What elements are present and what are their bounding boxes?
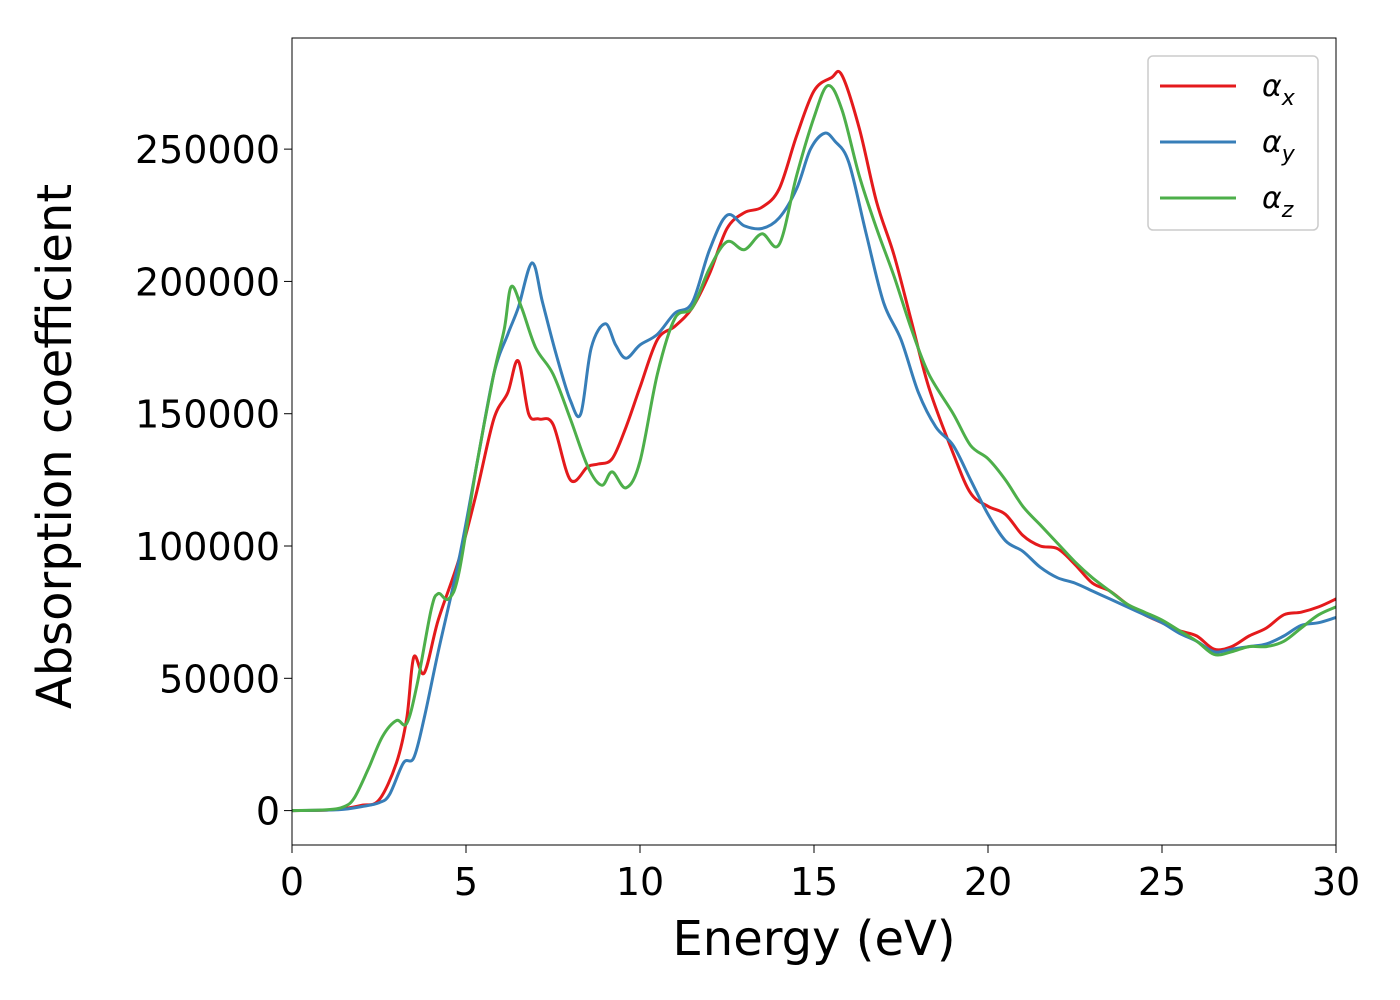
legend: αx αy αz: [1147, 55, 1319, 231]
x-tick-label: 0: [280, 860, 304, 904]
x-axis-title: Energy (eV): [672, 911, 955, 967]
x-tick-label: 20: [964, 860, 1012, 904]
series-line-z: [292, 84, 1336, 813]
x-tick-label: 5: [454, 860, 478, 904]
x-tick-label: 10: [616, 860, 664, 904]
x-tick-label: 30: [1312, 860, 1360, 904]
y-axis-title: Absorption coefficient: [27, 184, 83, 709]
series-layer: [292, 69, 1336, 813]
legend-label-z: αz: [1262, 181, 1294, 223]
y-tick-label: 150000: [135, 393, 280, 437]
y-tick-label: 50000: [159, 657, 280, 701]
y-tick-label: 250000: [135, 128, 280, 172]
series-line-y: [292, 131, 1336, 813]
y-tick-label: 100000: [135, 525, 280, 569]
x-tick-label: 15: [790, 860, 838, 904]
y-tick-label: 200000: [135, 260, 280, 304]
y-tick-label: 0: [256, 790, 280, 834]
legend-label-x: αx: [1262, 69, 1296, 111]
legend-label-y: αy: [1262, 125, 1296, 167]
x-tick-label: 25: [1138, 860, 1186, 904]
ticks-layer: 0 5 10 15 20 25 30 0 50000 100000 150000 200000 2500…: [135, 128, 1360, 904]
